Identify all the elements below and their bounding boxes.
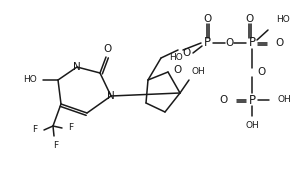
Text: OH: OH	[245, 121, 259, 129]
Text: P: P	[203, 37, 210, 49]
Text: F: F	[32, 125, 38, 135]
Text: O: O	[103, 44, 111, 54]
Text: F: F	[53, 140, 59, 149]
Text: F: F	[68, 124, 74, 132]
Text: P: P	[249, 93, 256, 106]
Text: N: N	[73, 62, 81, 72]
Text: O: O	[182, 48, 190, 58]
Text: N: N	[107, 91, 115, 101]
Text: OH: OH	[277, 96, 291, 105]
Text: O: O	[275, 38, 283, 48]
Text: OH: OH	[192, 68, 206, 77]
Text: O: O	[246, 14, 254, 24]
Text: O: O	[225, 38, 233, 48]
Text: P: P	[249, 37, 256, 49]
Text: HO: HO	[169, 53, 183, 61]
Text: O: O	[203, 14, 211, 24]
Text: HO: HO	[23, 76, 37, 85]
Text: HO: HO	[276, 15, 290, 25]
Text: O: O	[220, 95, 228, 105]
Text: O: O	[257, 67, 265, 77]
Text: O: O	[173, 65, 181, 75]
